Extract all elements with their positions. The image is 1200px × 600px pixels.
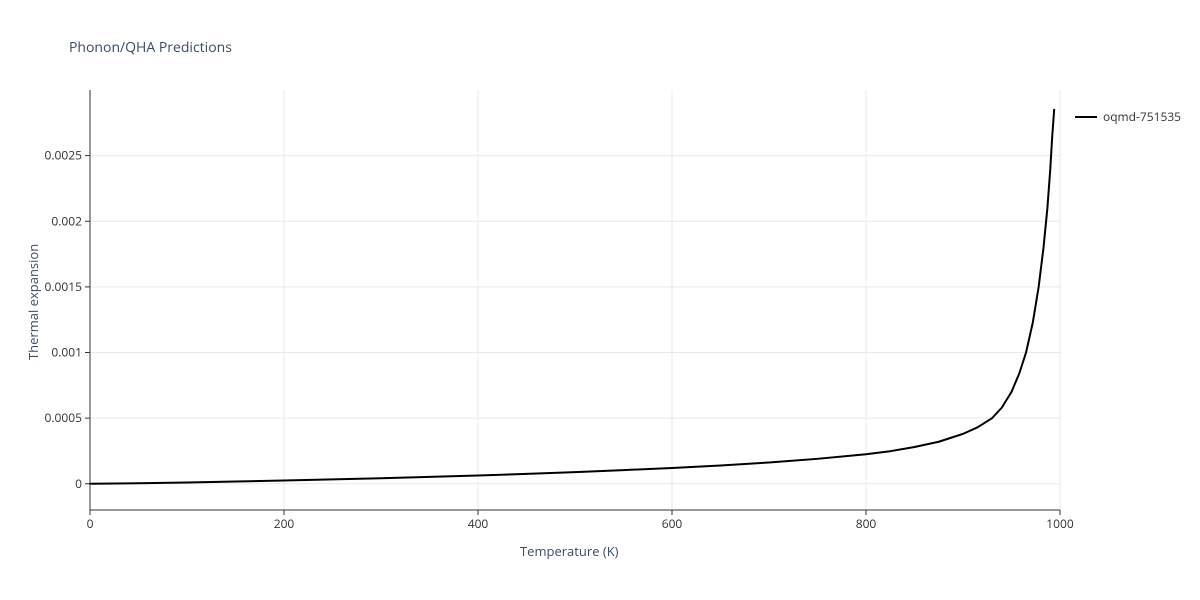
legend-label: oqmd-751535 xyxy=(1103,108,1181,125)
y-tick-label: 0.002 xyxy=(51,212,82,229)
y-tick-label: 0 xyxy=(75,475,82,492)
series-line xyxy=(90,110,1054,484)
y-tick-label: 0.001 xyxy=(51,344,82,361)
x-tick-label: 600 xyxy=(662,515,683,532)
chart-svg: 0 200 400 600 800 1000 0 0.0005 0.001 0.0015 0.00… xyxy=(0,0,1200,600)
y-axis-label: Thermal expansion xyxy=(24,244,42,360)
legend-swatch xyxy=(1075,116,1097,118)
x-tick-label: 400 xyxy=(468,515,489,532)
x-tick-label: 0 xyxy=(87,515,94,532)
series-group xyxy=(90,110,1054,484)
y-tick-label: 0.0025 xyxy=(45,147,83,164)
x-axis-label: Temperature (K) xyxy=(520,542,619,560)
x-tick-label: 1000 xyxy=(1046,515,1074,532)
x-tick-label: 200 xyxy=(274,515,295,532)
chart-container: Phonon/QHA Predictions 02004006008001000… xyxy=(0,0,1200,600)
x-tick-label: 800 xyxy=(856,515,877,532)
x-tick-group: 0 200 400 600 800 1000 xyxy=(87,510,1074,532)
y-tick-label: 0.0005 xyxy=(45,409,83,426)
y-tick-label: 0.0015 xyxy=(45,278,83,295)
legend: oqmd-751535 xyxy=(1075,108,1181,125)
y-tick-group: 0 0.0005 0.001 0.0015 0.002 0.0025 xyxy=(45,147,90,492)
